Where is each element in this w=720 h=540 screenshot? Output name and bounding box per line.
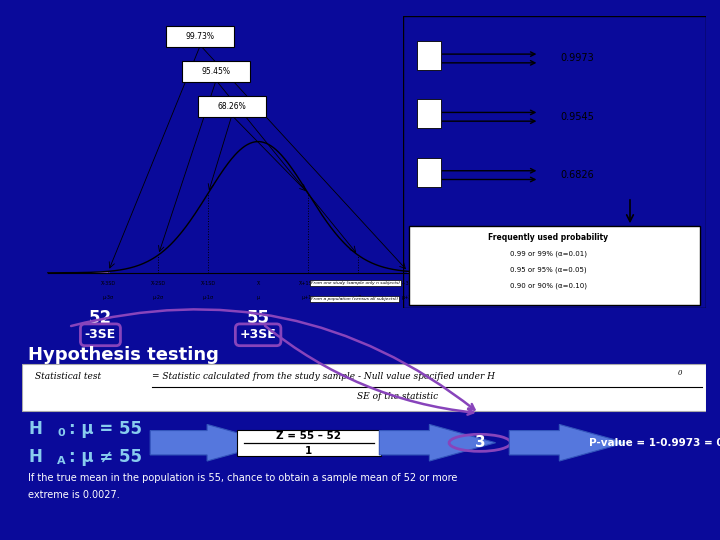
- Text: Statistical test: Statistical test: [35, 372, 102, 381]
- Text: P-value = 1-0.9973 = 0.0027: P-value = 1-0.9973 = 0.0027: [590, 438, 720, 448]
- Text: μ-3σ: μ-3σ: [103, 295, 114, 300]
- Text: 95.45%: 95.45%: [202, 67, 230, 76]
- Text: 0.9973: 0.9973: [560, 53, 594, 64]
- Text: 55: 55: [247, 308, 269, 327]
- FancyBboxPatch shape: [417, 99, 441, 129]
- Text: : μ = 55: : μ = 55: [69, 420, 143, 438]
- Text: From one study (sample only n subjects): From one study (sample only n subjects): [311, 281, 400, 285]
- Text: X̄+3SD: X̄+3SD: [399, 280, 417, 286]
- FancyBboxPatch shape: [166, 26, 235, 47]
- Text: +3SE: +3SE: [240, 328, 276, 341]
- Text: Z = 55 – 52: Z = 55 – 52: [276, 430, 341, 441]
- Text: 0.6826: 0.6826: [560, 170, 594, 180]
- Text: X̄-1SD: X̄-1SD: [201, 280, 216, 286]
- Text: extreme is 0.0027.: extreme is 0.0027.: [29, 490, 120, 500]
- Text: A: A: [57, 456, 66, 466]
- Text: 0: 0: [678, 369, 683, 377]
- Text: H: H: [29, 420, 42, 438]
- Text: μ+2σ: μ+2σ: [351, 295, 365, 300]
- Text: : μ ≠ 55: : μ ≠ 55: [69, 448, 143, 467]
- Text: Frequently used probability: Frequently used probability: [488, 233, 608, 242]
- Text: 0: 0: [57, 428, 65, 438]
- FancyBboxPatch shape: [22, 364, 706, 411]
- Text: μ-2σ: μ-2σ: [153, 295, 164, 300]
- Text: μ-1σ: μ-1σ: [202, 295, 214, 300]
- FancyBboxPatch shape: [150, 424, 274, 461]
- Text: From a population (census all subjects)): From a population (census all subjects)): [311, 297, 398, 301]
- FancyBboxPatch shape: [417, 158, 441, 187]
- Text: X̄-2SD: X̄-2SD: [150, 280, 166, 286]
- Text: 0.9545: 0.9545: [560, 112, 594, 122]
- Text: 52: 52: [89, 308, 112, 327]
- Text: X̄: X̄: [256, 280, 260, 286]
- Text: X̄+1SD: X̄+1SD: [300, 280, 317, 286]
- FancyBboxPatch shape: [417, 41, 441, 70]
- Text: 3: 3: [474, 435, 485, 450]
- Text: -3SE: -3SE: [85, 328, 116, 341]
- Text: 0.95 or 95% (α=0.05): 0.95 or 95% (α=0.05): [510, 267, 587, 273]
- Text: X̄-3SD: X̄-3SD: [101, 280, 116, 286]
- Text: X̄+2SD: X̄+2SD: [349, 280, 366, 286]
- FancyBboxPatch shape: [237, 430, 381, 456]
- Text: H: H: [29, 448, 42, 467]
- FancyBboxPatch shape: [198, 97, 266, 117]
- Text: μ: μ: [256, 295, 260, 300]
- Text: SE of the statistic: SE of the statistic: [357, 393, 438, 401]
- Text: Hypothesis testing: Hypothesis testing: [29, 346, 220, 364]
- Text: μ+1σ: μ+1σ: [301, 295, 315, 300]
- FancyBboxPatch shape: [182, 62, 251, 82]
- FancyBboxPatch shape: [379, 424, 495, 461]
- Text: 0.90 or 90% (α=0.10): 0.90 or 90% (α=0.10): [510, 282, 587, 289]
- FancyBboxPatch shape: [409, 226, 700, 305]
- Text: If the true mean in the population is 55, chance to obtain a sample mean of 52 o: If the true mean in the population is 55…: [29, 473, 458, 483]
- FancyBboxPatch shape: [509, 424, 626, 461]
- Text: = Statistic calculated from the study sample - Null value specified under H: = Statistic calculated from the study sa…: [152, 372, 495, 381]
- Text: μ+3σ: μ+3σ: [401, 295, 415, 300]
- Text: 68.26%: 68.26%: [217, 102, 246, 111]
- Text: 0.99 or 99% (α=0.01): 0.99 or 99% (α=0.01): [510, 251, 587, 257]
- Text: 99.73%: 99.73%: [186, 32, 215, 41]
- Text: 1: 1: [305, 446, 312, 456]
